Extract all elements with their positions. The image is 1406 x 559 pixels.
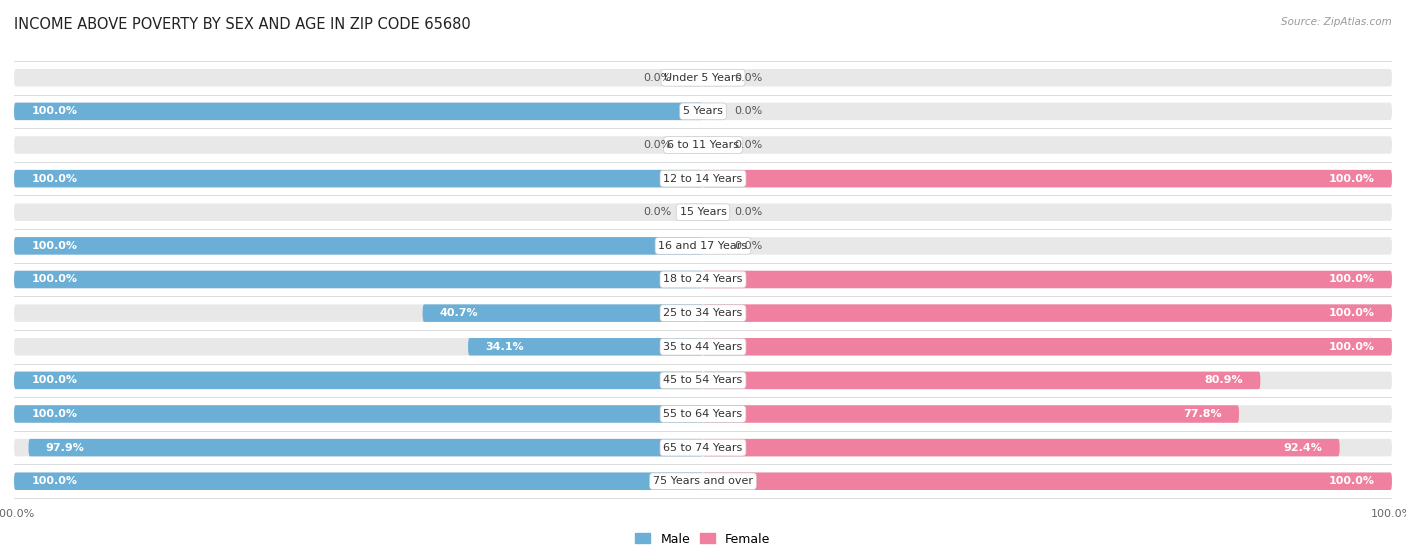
Text: 35 to 44 Years: 35 to 44 Years — [664, 342, 742, 352]
Text: 100.0%: 100.0% — [31, 174, 77, 183]
Text: 100.0%: 100.0% — [1329, 274, 1375, 285]
FancyBboxPatch shape — [703, 305, 1392, 322]
Text: Source: ZipAtlas.com: Source: ZipAtlas.com — [1281, 17, 1392, 27]
FancyBboxPatch shape — [14, 237, 1392, 254]
Text: 0.0%: 0.0% — [734, 241, 762, 251]
FancyBboxPatch shape — [14, 472, 703, 490]
FancyBboxPatch shape — [14, 405, 1392, 423]
Text: 100.0%: 100.0% — [31, 241, 77, 251]
FancyBboxPatch shape — [14, 271, 1392, 288]
Text: 75 Years and over: 75 Years and over — [652, 476, 754, 486]
FancyBboxPatch shape — [14, 170, 703, 187]
Text: 97.9%: 97.9% — [46, 443, 84, 453]
FancyBboxPatch shape — [703, 136, 724, 154]
FancyBboxPatch shape — [14, 271, 703, 288]
FancyBboxPatch shape — [14, 305, 1392, 322]
Text: 100.0%: 100.0% — [31, 376, 77, 385]
Legend: Male, Female: Male, Female — [630, 528, 776, 551]
Text: 6 to 11 Years: 6 to 11 Years — [666, 140, 740, 150]
FancyBboxPatch shape — [703, 203, 724, 221]
FancyBboxPatch shape — [14, 103, 1392, 120]
Text: 100.0%: 100.0% — [1329, 308, 1375, 318]
Text: INCOME ABOVE POVERTY BY SEX AND AGE IN ZIP CODE 65680: INCOME ABOVE POVERTY BY SEX AND AGE IN Z… — [14, 17, 471, 32]
Text: 100.0%: 100.0% — [31, 409, 77, 419]
FancyBboxPatch shape — [703, 271, 1392, 288]
Text: 0.0%: 0.0% — [644, 207, 672, 217]
FancyBboxPatch shape — [14, 237, 703, 254]
Text: 25 to 34 Years: 25 to 34 Years — [664, 308, 742, 318]
Text: 0.0%: 0.0% — [734, 207, 762, 217]
Text: 92.4%: 92.4% — [1284, 443, 1323, 453]
Text: 0.0%: 0.0% — [644, 73, 672, 83]
FancyBboxPatch shape — [682, 136, 703, 154]
Text: 100.0%: 100.0% — [31, 274, 77, 285]
Text: 5 Years: 5 Years — [683, 106, 723, 116]
FancyBboxPatch shape — [703, 170, 1392, 187]
Text: 80.9%: 80.9% — [1205, 376, 1243, 385]
Text: 16 and 17 Years: 16 and 17 Years — [658, 241, 748, 251]
Text: 100.0%: 100.0% — [31, 106, 77, 116]
Text: 40.7%: 40.7% — [440, 308, 478, 318]
Text: 100.0%: 100.0% — [1329, 174, 1375, 183]
FancyBboxPatch shape — [14, 405, 703, 423]
Text: 18 to 24 Years: 18 to 24 Years — [664, 274, 742, 285]
Text: Under 5 Years: Under 5 Years — [665, 73, 741, 83]
FancyBboxPatch shape — [682, 69, 703, 87]
Text: 12 to 14 Years: 12 to 14 Years — [664, 174, 742, 183]
FancyBboxPatch shape — [28, 439, 703, 456]
Text: 0.0%: 0.0% — [734, 106, 762, 116]
FancyBboxPatch shape — [468, 338, 703, 356]
FancyBboxPatch shape — [14, 372, 1392, 389]
Text: 34.1%: 34.1% — [485, 342, 524, 352]
FancyBboxPatch shape — [703, 237, 724, 254]
Text: 55 to 64 Years: 55 to 64 Years — [664, 409, 742, 419]
FancyBboxPatch shape — [423, 305, 703, 322]
Text: 100.0%: 100.0% — [31, 476, 77, 486]
FancyBboxPatch shape — [14, 69, 1392, 87]
FancyBboxPatch shape — [14, 136, 1392, 154]
FancyBboxPatch shape — [703, 439, 1340, 456]
FancyBboxPatch shape — [14, 338, 1392, 356]
FancyBboxPatch shape — [703, 338, 1392, 356]
FancyBboxPatch shape — [703, 405, 1239, 423]
Text: 15 Years: 15 Years — [679, 207, 727, 217]
Text: 0.0%: 0.0% — [644, 140, 672, 150]
FancyBboxPatch shape — [14, 439, 1392, 456]
Text: 77.8%: 77.8% — [1182, 409, 1222, 419]
Text: 0.0%: 0.0% — [734, 73, 762, 83]
FancyBboxPatch shape — [703, 472, 1392, 490]
FancyBboxPatch shape — [14, 170, 1392, 187]
FancyBboxPatch shape — [14, 103, 703, 120]
Text: 0.0%: 0.0% — [734, 140, 762, 150]
FancyBboxPatch shape — [14, 203, 1392, 221]
FancyBboxPatch shape — [14, 472, 1392, 490]
FancyBboxPatch shape — [682, 203, 703, 221]
FancyBboxPatch shape — [703, 103, 724, 120]
FancyBboxPatch shape — [703, 372, 1260, 389]
Text: 100.0%: 100.0% — [1329, 476, 1375, 486]
Text: 65 to 74 Years: 65 to 74 Years — [664, 443, 742, 453]
FancyBboxPatch shape — [703, 69, 724, 87]
FancyBboxPatch shape — [14, 372, 703, 389]
Text: 100.0%: 100.0% — [1329, 342, 1375, 352]
Text: 45 to 54 Years: 45 to 54 Years — [664, 376, 742, 385]
